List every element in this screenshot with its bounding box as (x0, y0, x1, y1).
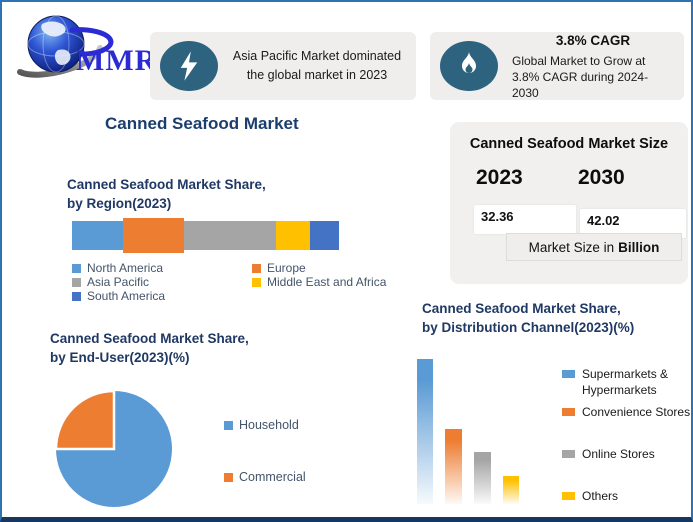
dominance-text: Asia Pacific Market dominated the global… (228, 47, 406, 85)
enduser-chart-title: Canned Seafood Market Share, by End-User… (50, 331, 249, 365)
legend-item-supermarkets: Supermarkets & Hypermarkets (562, 366, 691, 398)
dist-bar-chart (417, 359, 527, 504)
cagr-callout: 3.8% CAGR Global Market to Grow at 3.8% … (430, 32, 684, 100)
segment-europe (122, 218, 184, 253)
value-2023: 32.36 (474, 205, 576, 234)
market-size-unit: Market Size in Billion (506, 233, 682, 261)
bar-online-stores (474, 452, 491, 504)
legend-label: Online Stores (582, 447, 655, 461)
bar-supermarkets (417, 359, 433, 504)
legend-item-north-america: North America (72, 261, 250, 275)
year-2030: 2030 (578, 166, 625, 189)
pie-slice-commercial (54, 389, 116, 451)
segment-middle-east-africa (275, 221, 310, 250)
legend-label: Others (582, 489, 619, 503)
legend-label: Supermarkets & Hypermarkets (582, 367, 669, 398)
region-chart-title: Canned Seafood Market Share, by Region(2… (67, 177, 266, 211)
cagr-line2: 3.8% CAGR during 2024-2030 (512, 70, 649, 101)
legend-item-household: Household (224, 418, 299, 432)
market-size-panel: Canned Seafood Market Size 2023 2030 32.… (450, 122, 688, 284)
legend-swatch (72, 277, 81, 287)
legend-swatch (72, 263, 81, 273)
logo-text: MMR (76, 44, 158, 77)
dist-chart-title: Canned Seafood Market Share, by Distribu… (422, 301, 635, 335)
flame-icon (440, 41, 498, 91)
legend-label: Commercial (239, 470, 306, 484)
legend-swatch (562, 492, 575, 500)
cagr-title: 3.8% CAGR (555, 32, 631, 48)
legend-item-south-america: South America (72, 289, 250, 303)
enduser-pie-chart (53, 388, 175, 510)
legend-label: Household (239, 418, 299, 432)
legend-swatch (252, 263, 261, 273)
segment-asia-pacific (183, 221, 276, 250)
page-title: Canned Seafood Market (105, 114, 299, 133)
dominance-line1: Asia Pacific Market dominated (232, 49, 402, 64)
year-2023: 2023 (476, 166, 523, 189)
legend-swatch (562, 450, 575, 458)
legend-item-europe: Europe (252, 261, 386, 275)
legend-item-online-stores: Online Stores (562, 446, 691, 462)
market-size-title: Canned Seafood Market Size (469, 136, 669, 152)
cagr-text: 3.8% CAGR Global Market to Grow at 3.8% … (508, 31, 674, 102)
legend-label: Asia Pacific (87, 275, 150, 289)
lightning-icon (160, 41, 218, 91)
legend-item-asia-pacific: Asia Pacific (72, 275, 250, 289)
legend-label: Middle East and Africa (267, 275, 387, 289)
mmr-logo: MMR (14, 10, 164, 98)
legend-swatch (252, 277, 261, 287)
globe-icon (17, 15, 114, 78)
legend-item-commercial: Commercial (224, 470, 306, 484)
cagr-line1: Global Market to Grow at (512, 53, 646, 68)
legend-label: Convenience Stores (582, 405, 691, 419)
dominance-callout: Asia Pacific Market dominated the global… (150, 32, 416, 100)
legend-label: South America (87, 289, 166, 303)
legend-item-convenience-stores: Convenience Stores (562, 404, 691, 420)
region-stacked-bar (72, 218, 339, 253)
legend-label: Europe (267, 261, 306, 275)
legend-item-middle-east-africa: Middle East and Africa (252, 275, 386, 289)
bar-others (503, 476, 519, 504)
legend-swatch (224, 420, 233, 430)
region-legend: North America Europe Asia Pacific Middle… (72, 261, 386, 303)
segment-north-america (72, 221, 123, 250)
legend-swatch (224, 472, 233, 482)
legend-swatch (72, 291, 81, 301)
segment-south-america (309, 221, 339, 250)
legend-swatch (562, 408, 575, 416)
bar-convenience-stores (445, 429, 462, 504)
legend-item-others: Others (562, 488, 691, 504)
legend-label: North America (87, 261, 164, 275)
legend-swatch (562, 370, 575, 378)
dominance-line2: the global market in 2023 (246, 68, 388, 82)
